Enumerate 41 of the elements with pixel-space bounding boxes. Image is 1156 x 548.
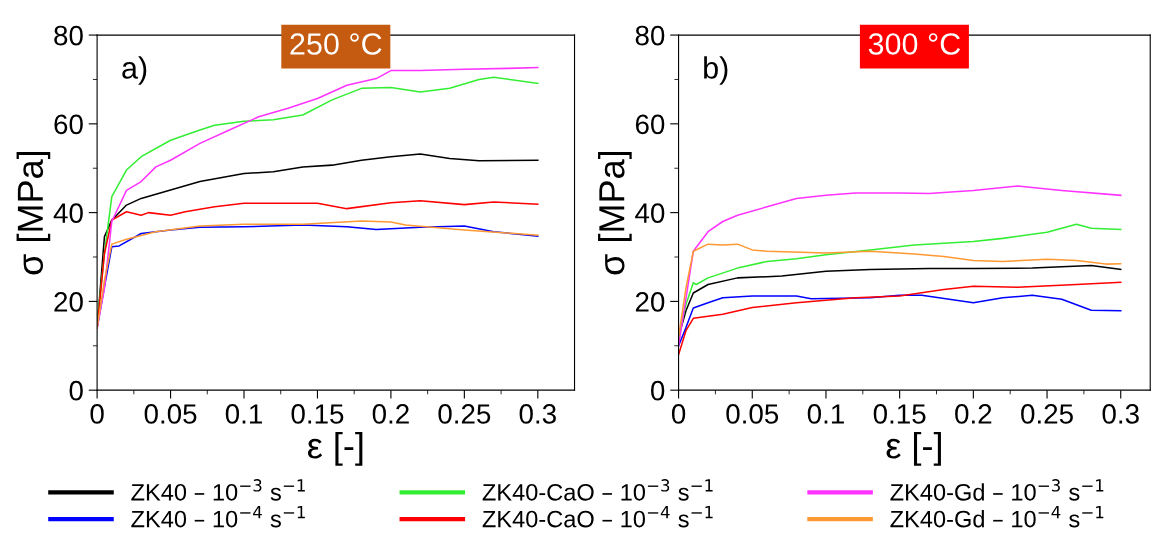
x-tick-label: 0.2 xyxy=(372,404,409,424)
x-tick-label: 0.25 xyxy=(438,404,491,424)
y-tick-label: 40 xyxy=(635,203,665,223)
legend-label: ZK40-Gd – 10$^{−3}$ s$^{−1}$ xyxy=(890,479,1104,501)
x-tick-label: 0.3 xyxy=(1102,404,1139,424)
x-tick-label: 0.1 xyxy=(807,404,844,424)
y-tick-label: 0 xyxy=(69,380,83,401)
chart-title: 300 °C xyxy=(868,33,961,55)
y-tick-label: 20 xyxy=(635,292,665,312)
legend-label: ZK40-CaO – 10$^{−3}$ s$^{−1}$ xyxy=(482,479,713,501)
line-series xyxy=(678,185,1122,347)
y-tick-label: 40 xyxy=(53,203,83,223)
x-tick-label: 0.05 xyxy=(726,404,779,424)
legend-label: ZK40-Gd – 10$^{−4}$ s$^{−1}$ xyxy=(890,506,1104,528)
y-tick-label: 80 xyxy=(635,25,665,46)
legend-label: ZK40 – 10$^{−4}$ s$^{−1}$ xyxy=(131,506,305,528)
x-tick-label: 0.15 xyxy=(291,404,344,424)
x-tick-label: 0 xyxy=(90,404,104,424)
legend-label: ZK40 – 10$^{−3}$ s$^{−1}$ xyxy=(131,479,305,501)
legend-label: ZK40-CaO – 10$^{−4}$ s$^{−1}$ xyxy=(482,506,713,528)
annotation: b) xyxy=(704,56,728,85)
y-tick-label: 60 xyxy=(635,114,665,135)
y-tick-label: 0 xyxy=(651,380,665,401)
line-series xyxy=(678,243,1122,338)
x-tick-label: 0.1 xyxy=(225,404,262,424)
x-tick-label: 0.15 xyxy=(873,404,926,424)
x-tick-label: 0 xyxy=(671,404,686,424)
x-axis-title: ε [-] xyxy=(307,432,363,466)
x-tick-label: 0.25 xyxy=(1021,404,1073,424)
y-axis-title: σ [MPa] xyxy=(598,151,632,275)
x-tick-label: 0.3 xyxy=(519,404,556,424)
y-axis-title: σ [MPa] xyxy=(16,151,51,275)
x-axis-title: ε [-] xyxy=(886,432,941,466)
x-tick-label: 0.2 xyxy=(955,404,992,424)
y-tick-label: 80 xyxy=(54,25,83,46)
y-tick-label: 60 xyxy=(54,114,83,135)
line-series xyxy=(678,281,1122,356)
y-tick-label: 20 xyxy=(54,292,83,312)
chart-title: 250 °C xyxy=(290,33,382,55)
annotation: a) xyxy=(122,56,147,85)
x-tick-label: 0.05 xyxy=(144,404,197,424)
